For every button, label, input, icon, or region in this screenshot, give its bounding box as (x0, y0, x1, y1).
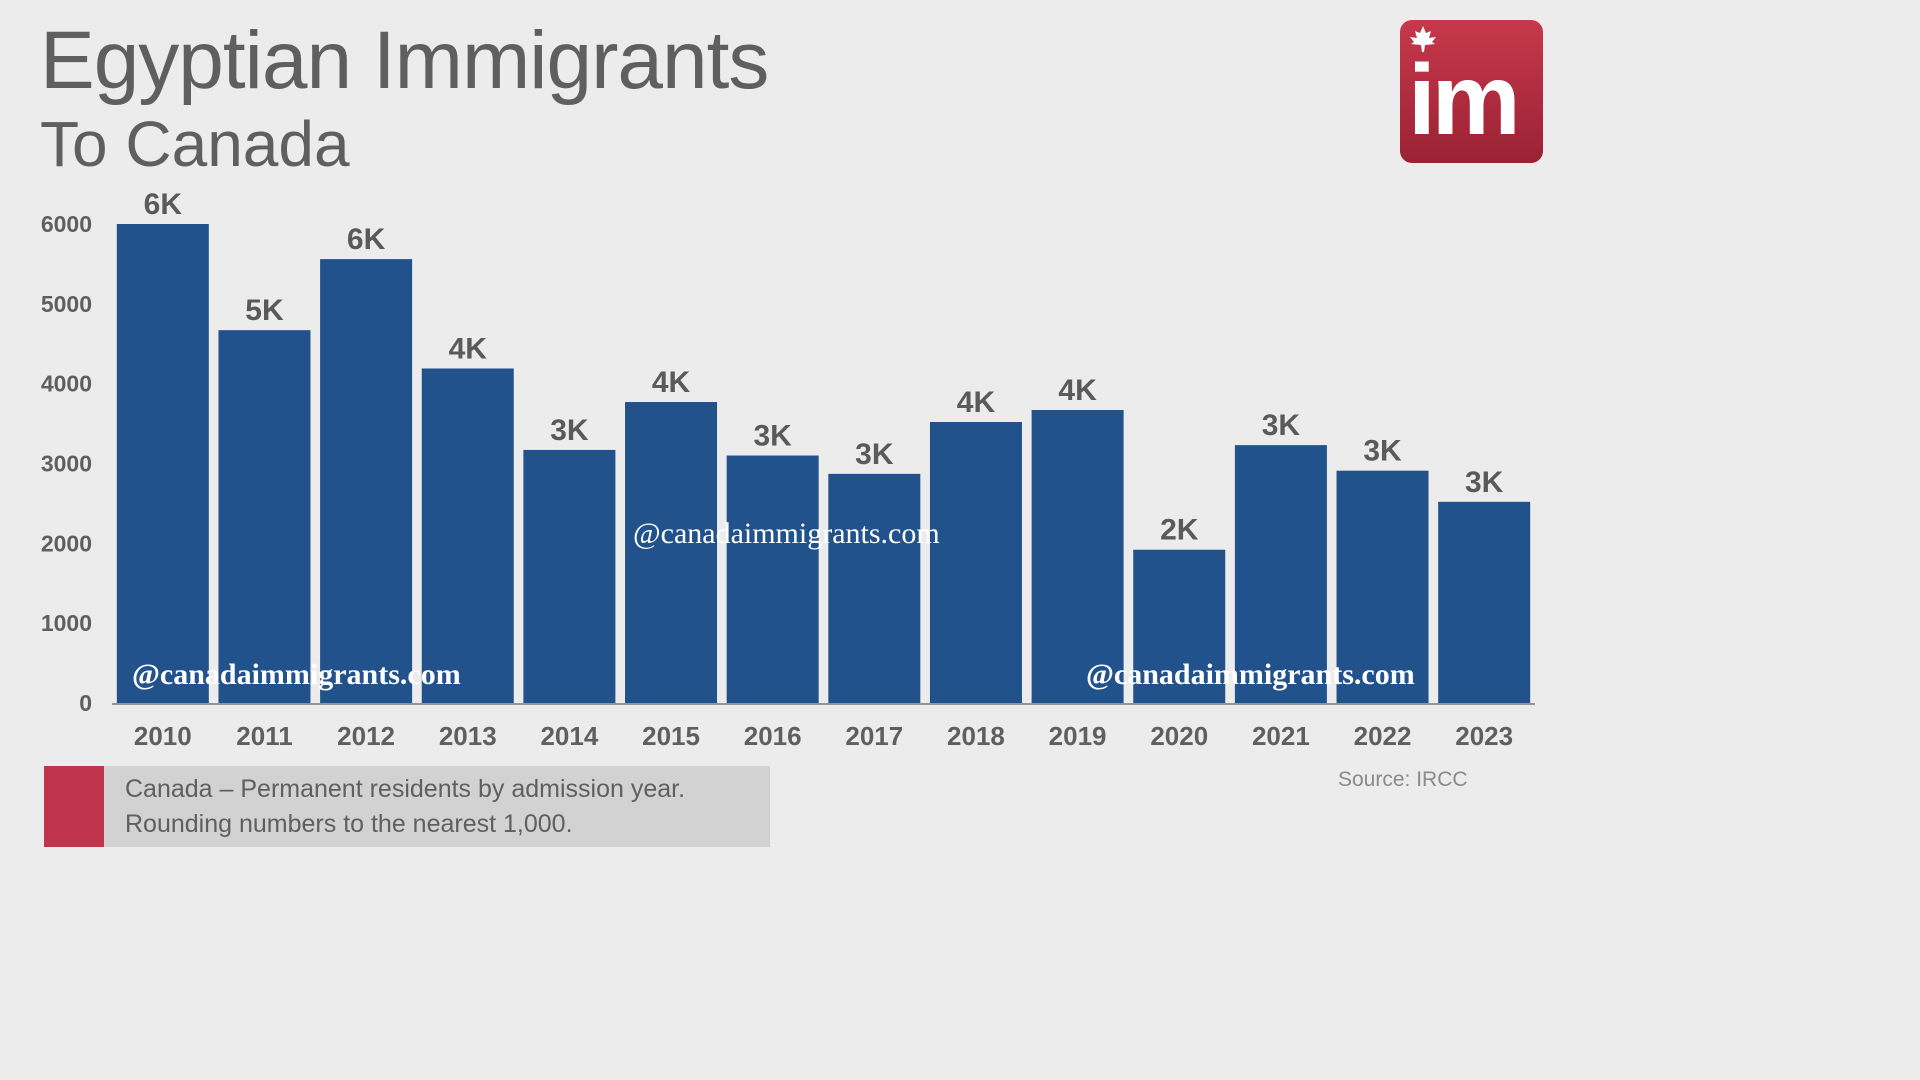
y-tick-label: 2000 (41, 530, 92, 556)
data-label: 4K (652, 366, 691, 399)
data-label: 4K (449, 332, 488, 365)
watermark: @canadaimmigrants.com (132, 658, 461, 691)
x-tick-label: 2012 (337, 721, 395, 751)
logo: im (1400, 20, 1543, 163)
data-label: 3K (1262, 409, 1301, 442)
x-tick-label: 2011 (236, 721, 292, 751)
bar-2016 (726, 455, 819, 703)
y-tick-label: 4000 (41, 371, 92, 397)
data-label: 3K (855, 438, 894, 471)
bar-2021 (1234, 445, 1327, 703)
y-tick-label: 3000 (41, 451, 92, 477)
x-tick-label: 2018 (947, 721, 1005, 751)
source-label: Source: IRCC (1338, 768, 1468, 791)
bar-2017 (828, 473, 921, 703)
chart-subtitle: To Canada (40, 108, 350, 180)
y-tick-label: 1000 (41, 610, 92, 636)
y-tick-label: 6000 (41, 211, 92, 237)
data-label: 3K (753, 420, 792, 453)
data-label: 6K (144, 188, 183, 221)
watermark: @canadaimmigrants.com (1086, 658, 1415, 691)
maple-leaf-icon (1410, 26, 1436, 52)
data-label: 2K (1160, 514, 1199, 547)
bar-2011 (218, 330, 311, 703)
data-label: 3K (1363, 435, 1402, 468)
x-tick-label: 2023 (1455, 721, 1513, 751)
bar-2012 (320, 259, 413, 703)
x-tick-label: 2021 (1252, 721, 1310, 751)
bar-2022 (1336, 470, 1429, 703)
accent-bar (44, 766, 104, 847)
bar-2013 (421, 368, 514, 703)
watermark: @canadaimmigrants.com (633, 517, 940, 550)
x-tick-label: 2022 (1354, 721, 1412, 751)
x-tick-label: 2016 (744, 721, 802, 751)
x-tick-label: 2020 (1150, 721, 1208, 751)
y-tick-label: 5000 (41, 291, 92, 317)
logo-text: im (1408, 44, 1521, 156)
x-tick-label: 2017 (845, 721, 903, 751)
footnote-box: Canada – Permanent residents by admissio… (44, 766, 770, 847)
data-label: 6K (347, 223, 386, 256)
data-label: 5K (245, 294, 284, 327)
footnote-text: Canada – Permanent residents by admissio… (125, 772, 685, 842)
data-label: 3K (550, 414, 589, 447)
x-tick-label: 2019 (1049, 721, 1107, 751)
y-tick-label: 0 (79, 690, 92, 716)
data-label: 4K (957, 386, 996, 419)
chart-title: Egyptian Immigrants (40, 15, 769, 106)
bar-2023 (1438, 501, 1531, 703)
x-tick-label: 2015 (642, 721, 700, 751)
data-label: 3K (1465, 466, 1504, 499)
bar-chart: 0 1000 2000 3000 4000 5000 6000 6K 2010 5K 2011 6K 2… (41, 188, 1535, 751)
bar-2014 (523, 449, 616, 703)
data-label: 4K (1058, 374, 1097, 407)
x-tick-label: 2014 (540, 721, 598, 751)
bar-2018 (929, 421, 1022, 703)
bar-2015 (625, 402, 718, 703)
footnote-line: Rounding numbers to the nearest 1,000. (125, 810, 573, 838)
x-tick-label: 2013 (439, 721, 497, 751)
footnote-line: Canada – Permanent residents by admissio… (125, 775, 686, 803)
bar-2020 (1133, 549, 1226, 703)
bar-2010 (116, 224, 209, 703)
bar-2019 (1031, 410, 1124, 703)
x-tick-label: 2010 (134, 721, 192, 751)
